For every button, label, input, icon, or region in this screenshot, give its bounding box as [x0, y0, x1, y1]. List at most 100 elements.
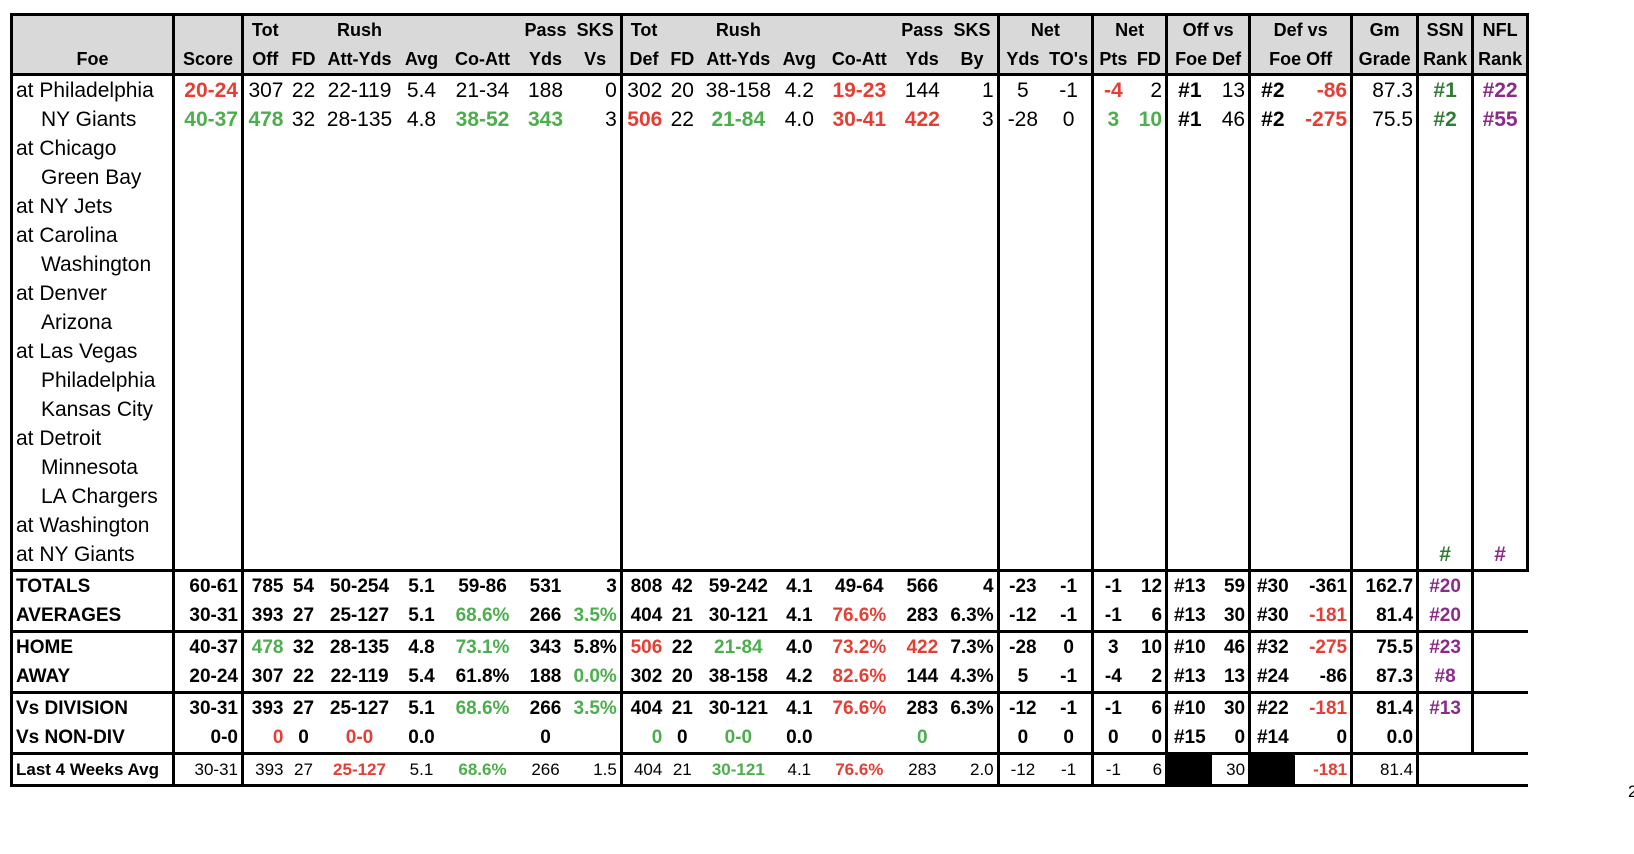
davg-cell: 4.1 — [786, 698, 813, 719]
header-vs: Vs — [570, 45, 622, 75]
dfd-cell — [665, 424, 699, 453]
coatt-cell — [445, 723, 521, 754]
netpts-cell — [1091, 366, 1133, 395]
off-cell: 478 — [241, 105, 287, 134]
dcoatt-cell — [821, 163, 897, 192]
offr-cell: #13 — [1165, 570, 1212, 601]
off-cell — [241, 250, 287, 279]
fd-cell: 27 — [294, 760, 313, 779]
tdef-cell — [619, 221, 666, 250]
ssn-cell — [1416, 723, 1475, 754]
pyds-cell: 266 — [529, 698, 562, 719]
netpts-cell: -1 — [1091, 753, 1133, 786]
drush-cell: 59-242 — [708, 576, 768, 597]
nettos-cell — [1046, 540, 1092, 571]
drush-cell — [699, 453, 777, 482]
score-cell — [172, 250, 243, 279]
rush-cell — [321, 221, 399, 250]
grade-cell — [1350, 192, 1418, 221]
netfd-cell: 6 — [1152, 760, 1163, 779]
fd-cell — [287, 279, 321, 308]
score-cell — [172, 308, 243, 337]
sksby-cell: 3 — [981, 108, 994, 131]
grade-cell: 81.4 — [1350, 601, 1418, 632]
coatt-cell: 61.8% — [455, 666, 510, 687]
dpyds-cell — [897, 221, 947, 250]
ssn-cell — [1416, 453, 1473, 482]
coatt-cell — [445, 192, 521, 221]
score-cell — [172, 163, 243, 192]
offv-cell — [1212, 221, 1250, 250]
dcoatt-cell — [821, 337, 897, 366]
fd-cell — [287, 192, 321, 221]
dpyds-cell — [897, 337, 947, 366]
coatt-cell — [445, 250, 521, 279]
last4-row: Last 4 Weeks Avg 30-31 393 27 25-127 5.1 68.6%… — [10, 753, 1528, 786]
table-row: Green Bay — [10, 163, 1530, 192]
table-row: Philadelphia — [10, 366, 1530, 395]
coatt-cell — [445, 540, 521, 571]
dpyds-cell — [897, 424, 947, 453]
avg-cell: 4.8 — [408, 637, 435, 658]
header-tot: Tot — [241, 14, 287, 45]
summary-label: AWAY — [10, 662, 174, 693]
ssn-cell — [1416, 366, 1473, 395]
netfd-cell: 10 — [1138, 108, 1163, 131]
avg-cell — [399, 453, 445, 482]
netfd-cell: 10 — [1140, 637, 1163, 658]
nettos-cell: -1 — [1060, 698, 1078, 719]
coatt-cell — [445, 453, 521, 482]
davg-cell: 0.0 — [786, 727, 813, 748]
grade-cell: 87.3 — [1350, 662, 1418, 693]
netfd-cell — [1133, 424, 1167, 453]
dfd-cell: 22 — [671, 637, 693, 658]
dfd-cell — [665, 337, 699, 366]
header-net-yds: Yds — [996, 45, 1047, 75]
summary-row: HOME 40-37 478 32 28-135 4.8 73.1% 343 5.8% 506 22… — [10, 631, 1528, 662]
off-cell — [241, 424, 287, 453]
fd-cell — [287, 511, 321, 540]
dpyds-cell: 422 — [904, 108, 940, 131]
header-co-att-def: Co-Att — [821, 45, 898, 75]
off-cell: 785 — [241, 570, 287, 601]
sksby-cell: 6.3% — [950, 698, 994, 719]
netyds-cell: -23 — [996, 570, 1047, 601]
netyds-cell — [996, 337, 1047, 366]
foe-cell: Minnesota — [10, 453, 174, 482]
defv-cell — [1295, 511, 1352, 540]
offv-cell — [1212, 250, 1250, 279]
coatt-cell — [445, 424, 521, 453]
drush-cell — [699, 134, 777, 163]
netyds-cell: -12 — [996, 753, 1047, 786]
netpts-cell — [1091, 453, 1133, 482]
tdef-cell — [619, 134, 666, 163]
defr-cell: #22 — [1248, 692, 1295, 723]
sksby-cell — [947, 511, 998, 540]
header-yds: Yds — [520, 45, 571, 75]
drush-cell: 38-158 — [705, 79, 771, 102]
defv-cell — [1295, 134, 1352, 163]
rush-cell: 50-254 — [329, 576, 390, 597]
defv-cell: -275 — [1305, 108, 1348, 131]
fd-cell — [287, 308, 321, 337]
offv-cell — [1212, 134, 1250, 163]
defv-cell: -181 — [1309, 605, 1348, 626]
nfl-cell: #22 — [1471, 74, 1530, 105]
davg-cell: 4.2 — [784, 79, 814, 102]
davg-cell — [777, 250, 821, 279]
summary-row: TOTALS 60-61 785 54 50-254 5.1 59-86 531 3 808 42 5… — [10, 570, 1528, 601]
dpyds-cell: 144 — [906, 666, 939, 687]
pyds-cell: 531 — [529, 576, 562, 597]
nettos-cell — [1046, 337, 1092, 366]
rush-cell — [321, 163, 399, 192]
offv-cell: 30 — [1226, 760, 1246, 779]
sksby-cell — [947, 424, 998, 453]
dcoatt-cell: 82.6% — [832, 666, 887, 687]
offv-cell: 30 — [1223, 605, 1246, 626]
grade-cell — [1350, 366, 1418, 395]
dcoatt-cell: 76.6% — [835, 760, 884, 779]
tdef-cell — [619, 308, 666, 337]
dfd-cell — [665, 453, 699, 482]
netfd-cell: 2 — [1150, 79, 1163, 102]
nfl-cell — [1471, 279, 1530, 308]
